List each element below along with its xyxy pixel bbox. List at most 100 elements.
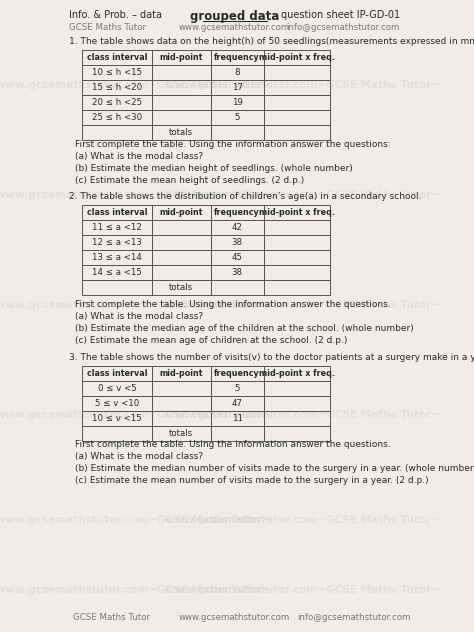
Bar bbox=[211, 65, 264, 80]
Text: 47: 47 bbox=[232, 399, 243, 408]
Bar bbox=[264, 426, 330, 441]
Bar bbox=[82, 205, 152, 220]
Text: 10 ≤ h <15: 10 ≤ h <15 bbox=[92, 68, 142, 77]
Bar bbox=[82, 381, 152, 396]
Bar bbox=[82, 280, 152, 295]
Bar bbox=[211, 125, 264, 140]
Text: www.gcsemathstutor.com~GCSE Maths Tutor~: www.gcsemathstutor.com~GCSE Maths Tutor~ bbox=[165, 585, 440, 595]
Text: 0 ≤ v <5: 0 ≤ v <5 bbox=[98, 384, 137, 393]
Text: totals: totals bbox=[169, 283, 193, 292]
Bar bbox=[82, 366, 152, 381]
Text: mid-point x freq.: mid-point x freq. bbox=[259, 53, 335, 62]
Bar bbox=[152, 235, 211, 250]
Bar bbox=[152, 95, 211, 110]
Text: GCSE Maths Tutor: GCSE Maths Tutor bbox=[73, 613, 150, 622]
Bar bbox=[82, 50, 152, 65]
Text: totals: totals bbox=[169, 429, 193, 438]
Text: 3. The table shows the number of visits(v) to the doctor patients at a surgery m: 3. The table shows the number of visits(… bbox=[69, 353, 474, 362]
Bar bbox=[152, 265, 211, 280]
Text: www.gcsemathstutor.com: www.gcsemathstutor.com bbox=[179, 23, 290, 32]
Text: info@gcsemathstutor.com: info@gcsemathstutor.com bbox=[298, 613, 411, 622]
Text: frequency: frequency bbox=[214, 208, 260, 217]
Text: www.gcsemathstutor.com~GCSE Maths Tutor~: www.gcsemathstutor.com~GCSE Maths Tutor~ bbox=[0, 190, 271, 200]
Text: 2. The table shows the distribution of children’s age(a) in a secondary school.: 2. The table shows the distribution of c… bbox=[69, 192, 421, 201]
Text: (b) Estimate the median number of visits made to the surgery in a year. (whole n: (b) Estimate the median number of visits… bbox=[75, 464, 474, 473]
Text: (b) Estimate the median age of the children at the school. (whole number): (b) Estimate the median age of the child… bbox=[75, 324, 413, 333]
Bar bbox=[82, 65, 152, 80]
Text: First complete the table. Using the information answer the questions.: First complete the table. Using the info… bbox=[75, 300, 390, 309]
Bar bbox=[264, 95, 330, 110]
Text: www.gcsemathstutor.com: www.gcsemathstutor.com bbox=[179, 613, 290, 622]
Bar bbox=[264, 235, 330, 250]
Text: info@gcsemathstutor.com: info@gcsemathstutor.com bbox=[286, 23, 400, 32]
Bar bbox=[211, 250, 264, 265]
Bar bbox=[211, 265, 264, 280]
Text: 42: 42 bbox=[232, 223, 243, 232]
Bar bbox=[152, 280, 211, 295]
Bar bbox=[82, 80, 152, 95]
Bar bbox=[211, 280, 264, 295]
Text: (a) What is the modal class?: (a) What is the modal class? bbox=[75, 452, 203, 461]
Text: frequency: frequency bbox=[214, 369, 260, 378]
Bar bbox=[264, 220, 330, 235]
Bar bbox=[264, 205, 330, 220]
Text: mid-point: mid-point bbox=[160, 369, 203, 378]
Text: mid-point: mid-point bbox=[160, 53, 203, 62]
Bar bbox=[152, 411, 211, 426]
Bar bbox=[211, 235, 264, 250]
Text: (a) What is the modal class?: (a) What is the modal class? bbox=[75, 152, 203, 161]
Bar bbox=[264, 396, 330, 411]
Text: 5: 5 bbox=[235, 113, 240, 122]
Text: 11 ≤ a <12: 11 ≤ a <12 bbox=[92, 223, 142, 232]
Bar bbox=[211, 205, 264, 220]
Text: 5 ≤ v <10: 5 ≤ v <10 bbox=[95, 399, 139, 408]
Bar bbox=[264, 411, 330, 426]
Bar bbox=[264, 65, 330, 80]
Text: 5: 5 bbox=[235, 384, 240, 393]
Text: mid-point x freq.: mid-point x freq. bbox=[259, 369, 335, 378]
Bar bbox=[211, 396, 264, 411]
Text: 11: 11 bbox=[232, 414, 243, 423]
Bar bbox=[211, 95, 264, 110]
Bar bbox=[152, 125, 211, 140]
Text: grouped data: grouped data bbox=[190, 10, 279, 23]
Bar bbox=[152, 50, 211, 65]
Bar bbox=[152, 381, 211, 396]
Bar bbox=[264, 110, 330, 125]
Text: www.gcsemathstutor.com~GCSE Maths Tutor~: www.gcsemathstutor.com~GCSE Maths Tutor~ bbox=[165, 190, 440, 200]
Text: question sheet IP-GD-01: question sheet IP-GD-01 bbox=[281, 10, 400, 20]
Text: (b) Estimate the median height of seedlings. (whole number): (b) Estimate the median height of seedli… bbox=[75, 164, 353, 173]
Bar bbox=[211, 80, 264, 95]
Bar bbox=[82, 411, 152, 426]
Text: 15 ≤ h <20: 15 ≤ h <20 bbox=[92, 83, 142, 92]
Text: 12 ≤ a <13: 12 ≤ a <13 bbox=[92, 238, 142, 247]
Text: mid-point: mid-point bbox=[160, 208, 203, 217]
Text: First complete the table. Using the information answer the questions.: First complete the table. Using the info… bbox=[75, 440, 390, 449]
Bar bbox=[152, 80, 211, 95]
Text: class interval: class interval bbox=[87, 208, 147, 217]
Bar bbox=[264, 265, 330, 280]
Text: www.gcsemathstutor.com~GCSE Maths Tutor~: www.gcsemathstutor.com~GCSE Maths Tutor~ bbox=[165, 410, 440, 420]
Text: 38: 38 bbox=[232, 268, 243, 277]
Bar bbox=[152, 110, 211, 125]
Bar bbox=[211, 426, 264, 441]
Bar bbox=[82, 235, 152, 250]
Text: 17: 17 bbox=[232, 83, 243, 92]
Text: www.gcsemathstutor.com~GCSE Maths Tutor~: www.gcsemathstutor.com~GCSE Maths Tutor~ bbox=[0, 515, 271, 525]
Bar bbox=[82, 250, 152, 265]
Text: 14 ≤ a <15: 14 ≤ a <15 bbox=[92, 268, 142, 277]
Bar bbox=[152, 65, 211, 80]
Text: 10 ≤ v <15: 10 ≤ v <15 bbox=[92, 414, 142, 423]
Text: class interval: class interval bbox=[87, 369, 147, 378]
Text: (c) Estimate the mean height of seedlings. (2 d.p.): (c) Estimate the mean height of seedling… bbox=[75, 176, 304, 185]
Text: www.gcsemathstutor.com~GCSE Maths Tutor~: www.gcsemathstutor.com~GCSE Maths Tutor~ bbox=[165, 515, 440, 525]
Text: mid-point x freq.: mid-point x freq. bbox=[259, 208, 335, 217]
Text: www.gcsemathstutor.com~GCSE Maths Tutor~: www.gcsemathstutor.com~GCSE Maths Tutor~ bbox=[165, 80, 440, 90]
Text: frequency: frequency bbox=[214, 53, 260, 62]
Bar bbox=[264, 125, 330, 140]
Text: 1. The table shows data on the height(h) of 50 seedlings(measurements expressed : 1. The table shows data on the height(h)… bbox=[69, 37, 474, 46]
Bar bbox=[82, 110, 152, 125]
Bar bbox=[264, 80, 330, 95]
Bar bbox=[211, 366, 264, 381]
Bar bbox=[211, 411, 264, 426]
